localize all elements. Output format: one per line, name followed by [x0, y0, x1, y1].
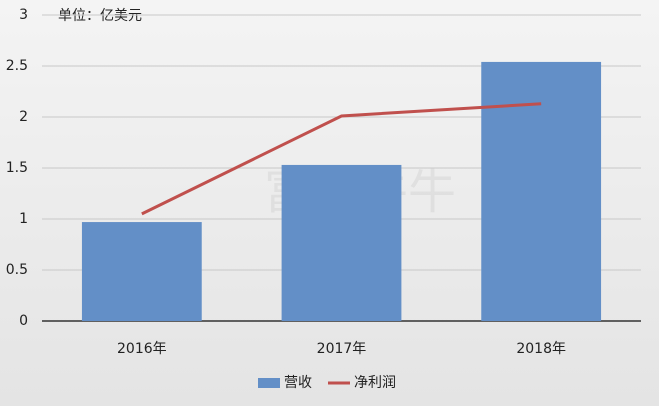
y-tick-label: 0.5 [6, 262, 28, 278]
y-tick-label: 2.5 [6, 58, 28, 74]
x-tick-label: 2018年 [516, 341, 566, 357]
legend-label: 营收 [284, 375, 312, 391]
y-tick-label: 1.5 [6, 160, 28, 176]
y-tick-label: 1 [19, 211, 28, 227]
x-tick-label: 2016年 [117, 341, 167, 357]
bar [281, 164, 402, 321]
line [141, 102, 542, 216]
y-tick-label: 3 [19, 7, 28, 23]
y-tick-label: 0 [19, 313, 28, 329]
x-tick-label: 2017年 [317, 341, 367, 357]
bar [481, 61, 602, 322]
legend-swatch [258, 378, 280, 388]
legend-label: 净利润 [354, 375, 396, 391]
bar [81, 222, 202, 321]
unit-annotation: 单位：亿美元 [58, 8, 142, 24]
y-tick-label: 2 [19, 109, 28, 125]
